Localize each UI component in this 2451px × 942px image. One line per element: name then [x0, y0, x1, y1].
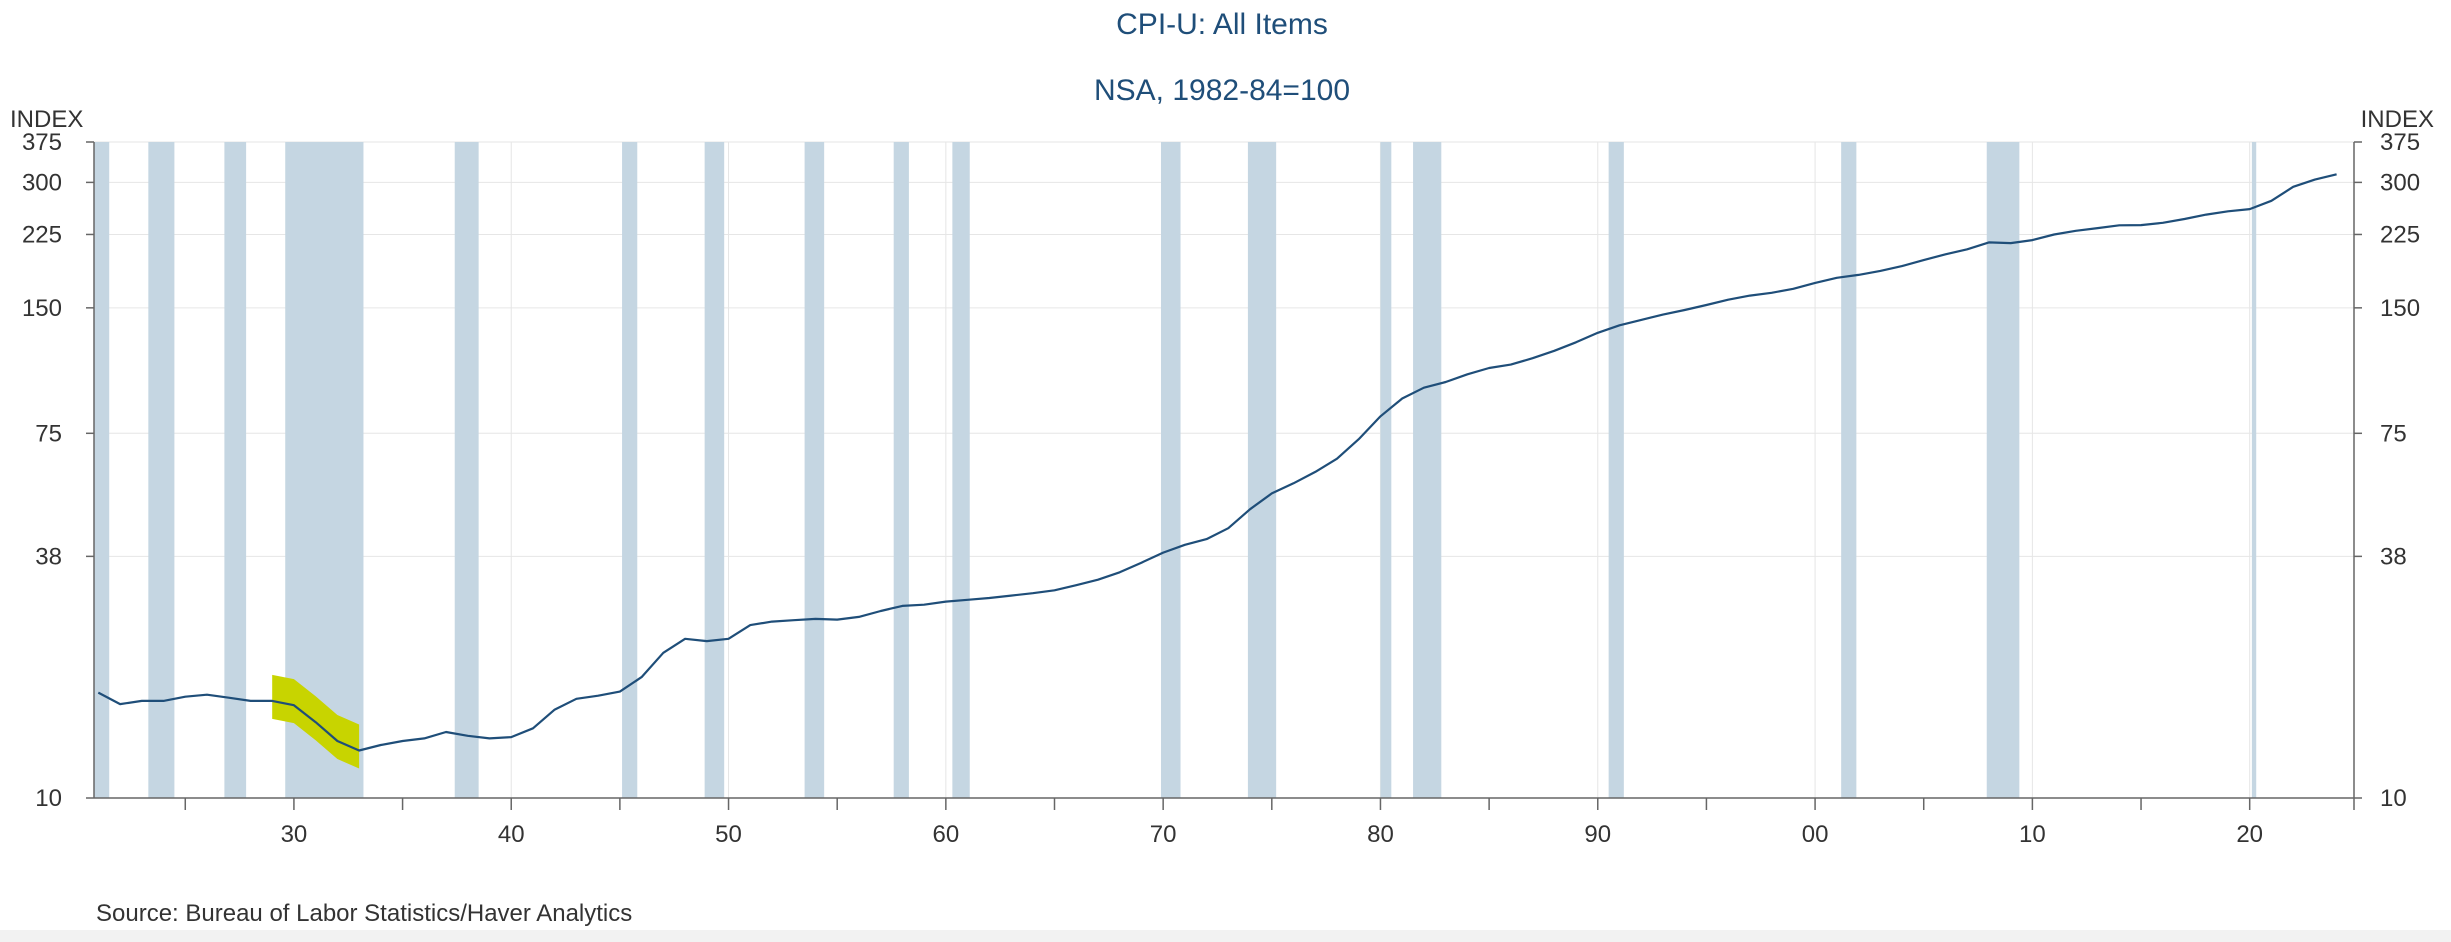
- chart-subtitle: NSA, 1982-84=100: [1094, 74, 1350, 107]
- recession-band: [622, 142, 638, 798]
- recession-band: [148, 142, 175, 798]
- left-y-tick-label: 225: [22, 221, 62, 248]
- recession-band: [1247, 142, 1277, 798]
- recession-band: [804, 142, 825, 798]
- x-tick-label: 40: [498, 821, 525, 848]
- right-axis-label: INDEX: [2361, 106, 2434, 133]
- left-y-tick-label: 375: [22, 129, 62, 156]
- recession-band: [1413, 142, 1442, 798]
- right-y-tick-label: 150: [2380, 295, 2420, 322]
- series-layer: [97, 173, 2337, 752]
- left-y-tick-label: 300: [22, 169, 62, 196]
- x-tick-label: 60: [932, 821, 959, 848]
- recession-band: [224, 142, 247, 798]
- left-y-tick-label: 10: [35, 785, 62, 812]
- x-tick-label: 30: [281, 821, 308, 848]
- recession-band: [1986, 142, 2020, 798]
- right-y-tick-label: 225: [2380, 221, 2420, 248]
- recession-band: [893, 142, 909, 798]
- right-y-tick-label: 375: [2380, 129, 2420, 156]
- x-tick-labels: 30 40 50 60 70 80 90 00 10 20: [281, 821, 2263, 848]
- recession-band: [1380, 142, 1392, 798]
- recession-band: [952, 142, 970, 798]
- recession-band: [454, 142, 479, 798]
- x-tick-label: 10: [2019, 821, 2046, 848]
- recession-band: [2251, 142, 2257, 798]
- cpi-series-line: [97, 173, 2337, 752]
- right-y-tick-label: 38: [2380, 543, 2407, 570]
- x-tick-label: 50: [715, 821, 742, 848]
- recession-bands: [94, 142, 2257, 798]
- x-tick-label: 90: [1584, 821, 1611, 848]
- recession-band: [1160, 142, 1181, 798]
- recession-band: [1608, 142, 1624, 798]
- y-tick-labels: 10 10 38 38 75 75 150 150 225 225 300 300 375 375: [22, 129, 2420, 812]
- x-tick-label: 70: [1150, 821, 1177, 848]
- recession-band: [1841, 142, 1857, 798]
- source-note: Source: Bureau of Labor Statistics/Haver…: [96, 900, 632, 927]
- x-tick-label: 80: [1367, 821, 1394, 848]
- recession-band: [94, 142, 110, 798]
- left-axis-label: INDEX: [10, 106, 83, 133]
- right-y-tick-label: 75: [2380, 420, 2407, 447]
- left-y-tick-label: 75: [35, 420, 62, 447]
- x-tick-label: 20: [2236, 821, 2263, 848]
- right-y-tick-label: 300: [2380, 169, 2420, 196]
- chart-title: CPI-U: All Items: [1116, 8, 1328, 41]
- x-tick-label: 00: [1802, 821, 1829, 848]
- recession-band: [704, 142, 725, 798]
- left-y-tick-label: 150: [22, 295, 62, 322]
- left-y-tick-label: 38: [35, 543, 62, 570]
- bottom-scroll-strip: [0, 930, 2451, 942]
- axes: [86, 141, 2362, 810]
- right-y-tick-label: 10: [2380, 785, 2407, 812]
